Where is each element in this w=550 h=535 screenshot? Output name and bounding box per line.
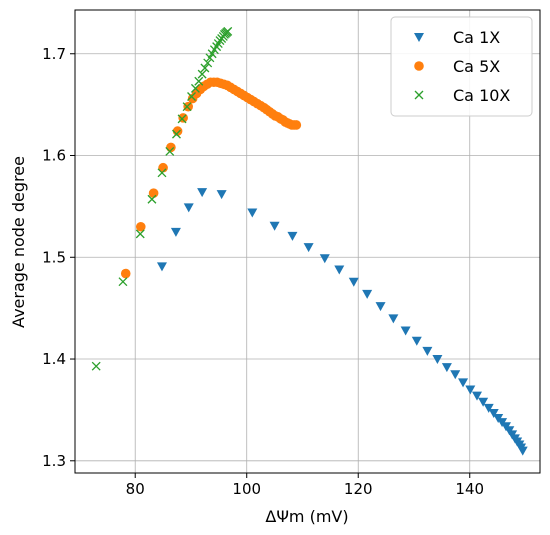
series-ca-1x-point xyxy=(450,370,461,380)
legend-box xyxy=(390,16,533,117)
x-tick-label: 100 xyxy=(232,480,261,498)
x-axis-label: ΔΨm (mV) xyxy=(265,507,348,526)
legend-ca-5x-point xyxy=(414,61,424,71)
legend: Ca 1X Ca 5X Ca 10X xyxy=(390,16,533,117)
series-ca-1x-point xyxy=(303,243,314,253)
series-ca-1x-point xyxy=(422,346,433,356)
series-ca-1x-point xyxy=(400,326,411,336)
series-ca-10x-point xyxy=(91,361,101,371)
series-ca-10x-point xyxy=(197,69,207,79)
series-ca-1x-point xyxy=(517,446,528,456)
series-ca-5x-point xyxy=(148,188,159,198)
series-ca-1x-point xyxy=(483,403,494,413)
series-ca-10x-point xyxy=(207,49,217,59)
y-tick-label: 1.3 xyxy=(42,452,66,470)
series-ca-10x-point xyxy=(177,114,187,124)
series-ca-10x-point xyxy=(165,146,175,156)
x-tick-label: 140 xyxy=(455,480,484,498)
series-ca-1x-point xyxy=(441,363,452,373)
series-ca-10x-point xyxy=(203,58,213,68)
series-ca-1x-point xyxy=(156,262,167,272)
series-ca-5x-point xyxy=(135,221,146,232)
series-ca-5x xyxy=(120,77,302,279)
series-ca-10x-point xyxy=(182,102,192,112)
legend-ca-5x-label: Ca 5X xyxy=(453,57,500,76)
series-ca-5x-point xyxy=(120,268,131,279)
y-tick-label: 1.7 xyxy=(42,45,66,63)
series-ca-10x xyxy=(91,26,233,371)
series-ca-10x-point xyxy=(118,277,128,287)
y-tick-label: 1.4 xyxy=(42,350,66,368)
series-ca-1x-point xyxy=(216,190,227,200)
series-ca-10x-point xyxy=(147,194,157,204)
series-ca-10x-point xyxy=(223,26,233,36)
legend-ca-10x-label: Ca 10X xyxy=(453,86,510,105)
series-ca-10x-point xyxy=(157,168,167,178)
series-ca-1x xyxy=(156,188,528,456)
ticks: 80 100 120 140 1.3 1.4 1.5 1.6 1.7 xyxy=(42,45,484,498)
series-ca-1x-point xyxy=(471,391,482,401)
series-ca-1x-point xyxy=(488,408,499,418)
x-tick-label: 120 xyxy=(344,480,373,498)
series-ca-10x-point xyxy=(172,129,181,139)
x-tick-label: 80 xyxy=(126,480,145,498)
series-ca-5x-point xyxy=(291,120,302,130)
series-ca-1x-point xyxy=(465,385,476,395)
series-ca-10x-point xyxy=(187,92,196,101)
series-ca-1x-point xyxy=(375,302,386,312)
plot-area xyxy=(91,26,528,456)
legend-ca-1x-point xyxy=(414,33,424,42)
series-ca-1x-point xyxy=(269,221,280,231)
series-ca-1x-point xyxy=(319,254,330,264)
axes-frame xyxy=(74,9,541,474)
series-ca-10x-point xyxy=(200,63,210,73)
series-ca-5x-point xyxy=(183,101,193,112)
series-ca-1x-point xyxy=(348,277,359,287)
series-ca-10x-point xyxy=(194,76,204,86)
series-ca-1x-point xyxy=(411,336,422,346)
series-ca-10x-point xyxy=(190,83,200,93)
series-ca-1x-point xyxy=(458,378,469,388)
series-ca-1x-point xyxy=(247,208,258,218)
series-ca-1x-point xyxy=(287,231,298,241)
y-tick-label: 1.5 xyxy=(42,248,66,266)
series-ca-1x-point xyxy=(170,227,181,237)
series-ca-1x-point xyxy=(388,314,399,324)
legend-ca-10x-point xyxy=(414,90,424,100)
series-ca-1x-point xyxy=(183,203,194,213)
y-axis-label: Average node degree xyxy=(9,156,28,328)
y-tick-label: 1.6 xyxy=(42,147,66,165)
series-ca-1x-point xyxy=(197,188,208,198)
legend-ca-1x-label: Ca 1X xyxy=(453,28,500,47)
series-ca-1x-point xyxy=(478,397,489,407)
series-ca-10x-point xyxy=(135,229,145,239)
series-ca-1x-point xyxy=(334,265,345,275)
series-ca-10x-point xyxy=(205,53,215,63)
series-ca-1x-point xyxy=(362,289,373,299)
series-ca-1x-point xyxy=(432,355,443,365)
